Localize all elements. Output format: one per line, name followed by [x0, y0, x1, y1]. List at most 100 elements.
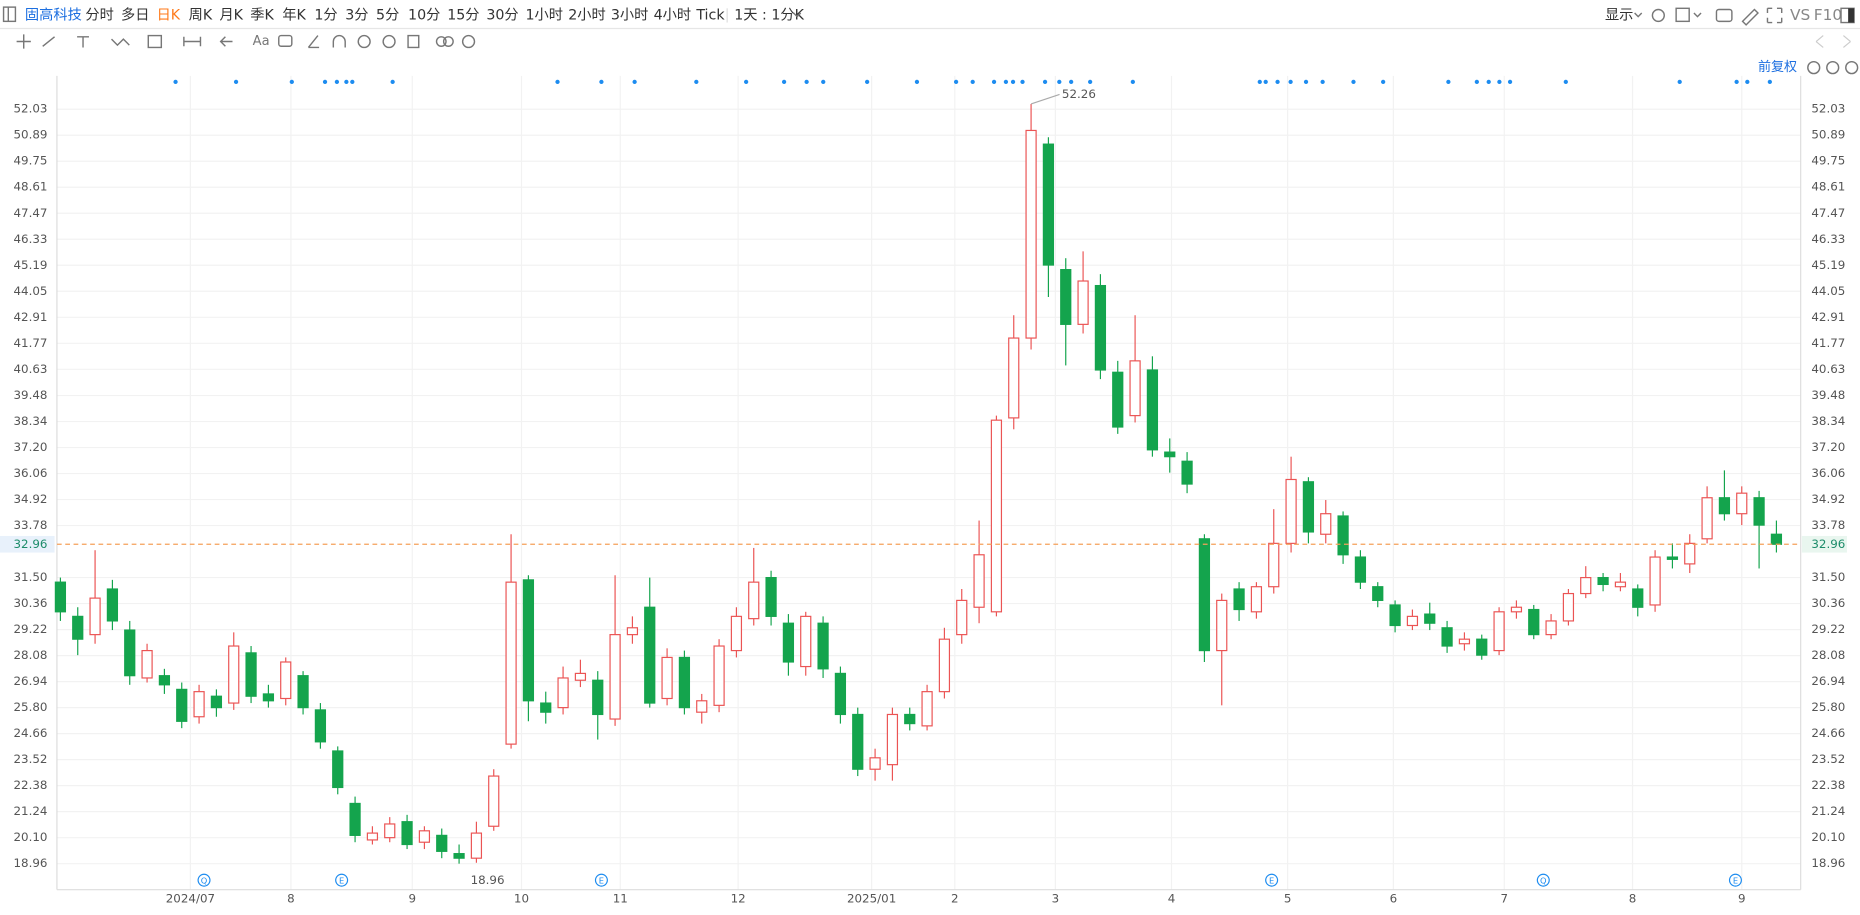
arrow-tool[interactable] — [219, 36, 233, 47]
event-dot — [1303, 79, 1309, 84]
event-marker — [335, 873, 349, 887]
compare-tool[interactable] — [435, 36, 447, 47]
delete-tool[interactable] — [407, 34, 420, 49]
y-tick-label-right: 30.36 — [1811, 596, 1845, 610]
candle-body-up — [1510, 606, 1523, 613]
period-tab[interactable]: 4小时 — [654, 6, 691, 23]
camera-icon[interactable] — [1715, 8, 1733, 23]
x-tick-label: 2024/07 — [166, 892, 215, 906]
period-tab-active[interactable]: 日K — [157, 7, 181, 23]
redo[interactable] — [1843, 35, 1851, 48]
line-tool[interactable] — [42, 36, 56, 47]
tool-settings[interactable] — [461, 34, 476, 49]
x-tick-label: 8 — [287, 892, 295, 906]
period-tab[interactable]: 季K — [250, 6, 274, 23]
wave-tool[interactable] — [111, 38, 130, 47]
candle-body-up — [748, 581, 760, 620]
x-tick-label: 9 — [409, 892, 417, 906]
period-tab[interactable]: 30分 — [486, 6, 518, 23]
candle-body-down — [782, 622, 795, 663]
candle-body-up — [574, 672, 587, 681]
settings-icon[interactable] — [1651, 8, 1665, 23]
candle-body-down — [522, 579, 535, 702]
candle-body-down — [1753, 497, 1765, 526]
zoom-in[interactable] — [1845, 60, 1859, 75]
candle-body-up — [1736, 492, 1748, 515]
event-dot — [1381, 79, 1386, 84]
y-tick-label-right: 52.03 — [1811, 102, 1845, 116]
zoom-out[interactable] — [1826, 60, 1840, 75]
candle-body-down — [1146, 369, 1159, 451]
undo[interactable] — [1815, 35, 1824, 48]
period-tab[interactable]: 周K — [189, 7, 213, 23]
event-dot — [953, 79, 959, 84]
candle-body-down — [1476, 638, 1488, 656]
candle-body-up — [1025, 129, 1037, 339]
candle-body-up — [366, 832, 379, 841]
period-tab[interactable]: 多日 — [121, 6, 149, 23]
event-marker-label: E — [1269, 875, 1274, 885]
event-dot — [1677, 79, 1682, 84]
candle-body-down — [1424, 613, 1436, 624]
toolbar: 固高科技 分时 多日 日K 周K 月K 季K 年K 1分 3分 5分 10分 1… — [0, 6, 1860, 30]
candle-body-down — [1372, 586, 1384, 601]
period-tab[interactable]: 3分 — [345, 6, 368, 23]
adjust-mode[interactable]: 前复权 — [1758, 59, 1797, 75]
candle-body-down — [1354, 556, 1367, 583]
text-tool-icon[interactable]: Aa — [253, 34, 270, 49]
period-dropdown[interactable]: 1天 : 1分K — [734, 6, 804, 23]
candle-body-up — [1129, 360, 1141, 417]
note-tool[interactable] — [278, 34, 293, 47]
y-tick-label-right: 25.80 — [1811, 700, 1845, 714]
angle-tool[interactable] — [307, 35, 320, 49]
layout-icon[interactable] — [1675, 7, 1690, 23]
pattern-tool[interactable] — [147, 34, 163, 49]
hide-tool[interactable] — [382, 34, 396, 49]
period-tab[interactable]: 分时 — [85, 6, 113, 23]
reset-zoom[interactable] — [1807, 60, 1821, 75]
candle-body-up — [990, 419, 1003, 613]
y-tick-label: 20.10 — [13, 830, 47, 844]
period-tab[interactable]: 5分 — [376, 6, 399, 23]
candle-body-down — [1770, 533, 1783, 545]
y-tick-label-right: 18.96 — [1811, 856, 1845, 870]
display-menu[interactable]: 显示 — [1605, 7, 1633, 23]
x-tick-label: 3 — [1052, 892, 1060, 906]
candle-body-down — [297, 675, 309, 709]
period-tab[interactable]: 1分 — [314, 6, 337, 23]
f10-button[interactable]: F10 — [1814, 6, 1842, 24]
candle-body-down — [1389, 604, 1401, 627]
period-tab[interactable]: 月K — [219, 7, 243, 23]
candle-body-up — [730, 615, 743, 652]
period-tab[interactable]: Tick — [695, 7, 725, 23]
candle-body-down — [1164, 451, 1176, 458]
stock-name[interactable]: 固高科技 — [25, 6, 82, 23]
measure-tool[interactable] — [183, 36, 202, 47]
y-tick-label: 49.75 — [13, 154, 47, 168]
max-leader — [1030, 93, 1060, 105]
dropdown-caret — [1634, 12, 1643, 18]
period-tab[interactable]: 15分 — [447, 6, 479, 23]
y-tick-label: 31.50 — [13, 570, 47, 584]
period-tab[interactable]: 1小时 — [525, 6, 562, 23]
move-tool[interactable] — [16, 34, 31, 49]
magnet-tool[interactable] — [332, 34, 346, 48]
candle-body-down — [1718, 497, 1731, 515]
pen-icon[interactable] — [1741, 8, 1759, 26]
vs-button[interactable]: VS — [1790, 6, 1810, 24]
event-marker — [197, 873, 211, 887]
last-price-label-left: 32.96 — [13, 537, 47, 551]
eye-tool[interactable] — [357, 34, 371, 49]
ray-tool[interactable] — [77, 36, 89, 48]
candle-body-up — [956, 599, 968, 636]
fullscreen-icon[interactable] — [1766, 7, 1783, 24]
period-tab[interactable]: 10分 — [408, 6, 440, 23]
event-dot — [1507, 79, 1513, 84]
sidebar-toggle[interactable] — [2, 6, 17, 23]
period-tab[interactable]: 年K — [282, 6, 306, 23]
period-tab[interactable]: 3小时 — [611, 6, 648, 23]
y-tick-label: 44.05 — [13, 284, 47, 298]
event-dot — [344, 79, 349, 84]
period-tab[interactable]: 2小时 — [568, 6, 605, 23]
